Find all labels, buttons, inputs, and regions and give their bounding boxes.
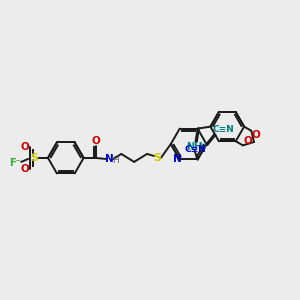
Text: N: N — [173, 154, 182, 164]
Text: O: O — [91, 136, 100, 146]
Text: S: S — [153, 153, 161, 163]
Text: O: O — [252, 130, 261, 140]
Text: S: S — [30, 153, 38, 163]
Text: O: O — [21, 142, 29, 152]
Text: F⁻: F⁻ — [9, 158, 21, 168]
Text: N: N — [105, 154, 114, 164]
Text: H: H — [112, 156, 119, 165]
Text: C≡N: C≡N — [185, 145, 206, 154]
Text: C≡N: C≡N — [212, 125, 234, 134]
Text: NH: NH — [187, 142, 203, 152]
Text: O: O — [21, 164, 29, 174]
Text: O: O — [244, 136, 252, 146]
Text: H: H — [199, 142, 206, 151]
